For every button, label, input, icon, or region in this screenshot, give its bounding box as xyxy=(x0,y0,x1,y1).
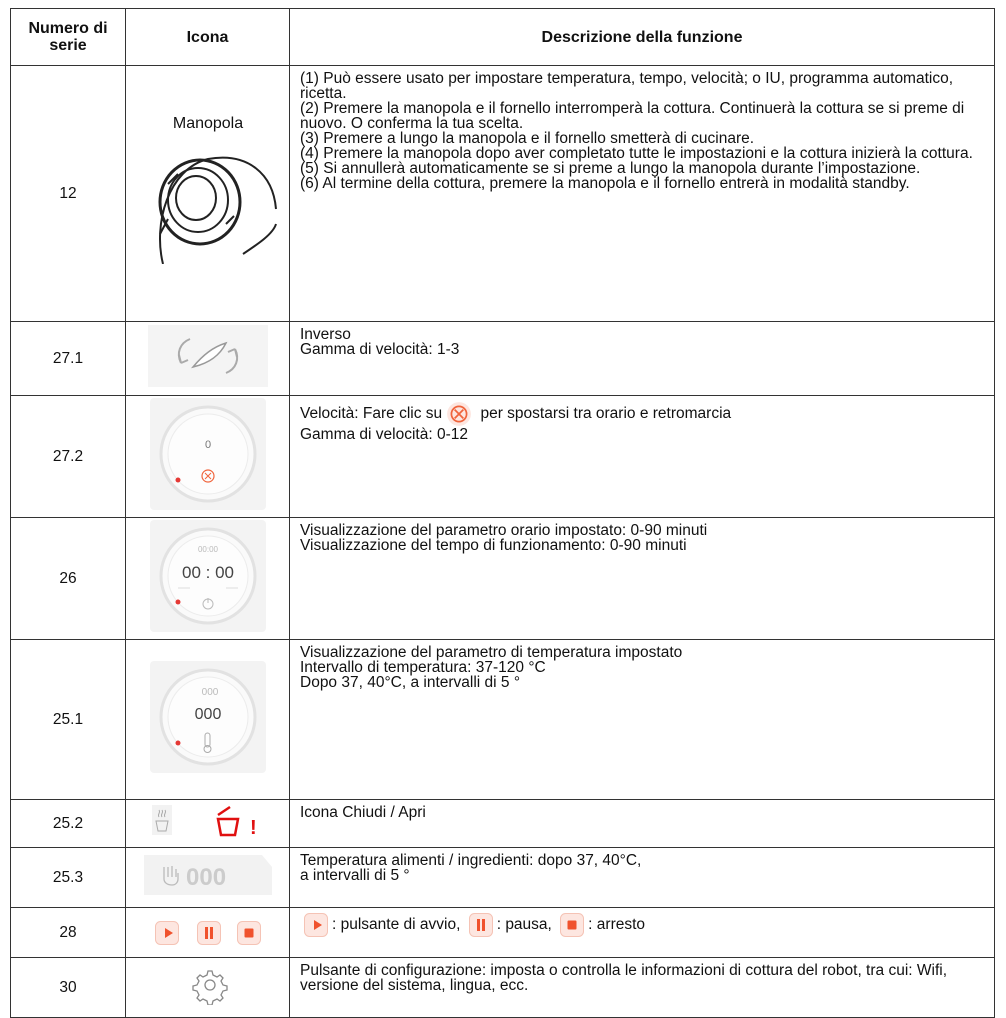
table-row: 27.1 Inverso Gamma di velocità: 1-3 xyxy=(10,321,995,396)
description-cell: Inverso Gamma di velocità: 1-3 xyxy=(289,321,995,396)
icon-text: 000 xyxy=(201,687,218,698)
description-line: Gamma di velocità: 1-3 xyxy=(300,341,460,358)
description-cell: : pulsante di avvio, : pausa, : arresto xyxy=(289,907,995,958)
table-body: 12 Manopola (1) Può essere usato per impo… xyxy=(10,65,995,1018)
description-line: Inverso xyxy=(300,326,351,343)
icon-text: 000 xyxy=(186,864,226,891)
description-cell: Pulsante di configurazione: imposta o co… xyxy=(289,957,995,1018)
icon: 000 xyxy=(143,855,272,895)
table-row: 25.3 000 Temperatura alimenti / ingredient… xyxy=(10,847,995,908)
pause-button xyxy=(468,913,493,937)
description-line: Gamma di velocità: 0-12 xyxy=(300,426,468,443)
serial-number: 28 xyxy=(10,907,126,958)
description-line: (3) Premere a lungo la manopola e il for… xyxy=(300,130,755,147)
description-line: Intervallo di temperatura: 37-120 °C xyxy=(300,659,546,676)
table-row: 26 00:00 00 : 00 Visualizzazione del parame… xyxy=(10,517,995,640)
description-line: a intervalli di 5 ° xyxy=(300,867,410,884)
serial-number: 27.1 xyxy=(10,321,126,396)
icon-text: 000 xyxy=(194,706,221,723)
play-button xyxy=(154,920,179,945)
table-row: 25.1 000 000 Visualizzazione del parametro … xyxy=(10,639,995,800)
description-line: Temperatura alimenti / ingredienti: dopo… xyxy=(300,852,642,869)
header-icon: Icona xyxy=(125,8,290,66)
table-row: 30 Pulsante di configurazione: imposta o … xyxy=(10,957,995,1018)
icon-cell: ! xyxy=(125,799,290,848)
icon: 00:00 00 : 00 xyxy=(149,520,266,632)
icon-text: 0 xyxy=(204,439,210,451)
serial-number: 26 xyxy=(10,517,126,640)
table-row: 12 Manopola (1) Può essere usato per impo… xyxy=(10,65,995,322)
serial-number: 12 xyxy=(10,65,126,322)
description-cell: (1) Può essere usato per impostare tempe… xyxy=(289,65,995,322)
serial-number: 25.2 xyxy=(10,799,126,848)
icon: ! xyxy=(151,805,257,839)
description-cell: Icona Chiudi / Apri xyxy=(289,799,995,848)
serial-number: 27.2 xyxy=(10,395,126,518)
serial-number: 25.3 xyxy=(10,847,126,908)
description-cell: Visualizzazione del parametro di tempera… xyxy=(289,639,995,800)
description-line: (4) Premere la manopola dopo aver comple… xyxy=(300,145,973,162)
button-group xyxy=(151,920,265,945)
description-line: (6) Al termine della cottura, premere la… xyxy=(300,175,910,192)
table-row: 27.2 0 Velocità: Fare clic su per spostars… xyxy=(10,395,995,518)
description-line: (2) Premere la manopola e il fornello in… xyxy=(300,100,965,132)
icon-text: Manopola xyxy=(172,115,242,132)
description-cell: Temperatura alimenti / ingredienti: dopo… xyxy=(289,847,995,908)
description-line: Dopo 37, 40°C, a intervalli di 5 ° xyxy=(300,674,521,691)
description-part: : pausa, xyxy=(496,916,552,934)
table-row: 25.2 ! Icona Chiudi / Apri xyxy=(10,799,995,848)
description-line: Visualizzazione del parametro orario imp… xyxy=(300,522,708,539)
serial-number: 30 xyxy=(10,957,126,1018)
header-row: Numero di serie Icona Descrizione della … xyxy=(10,8,995,66)
description-part: per spostarsi tra orario e retromarcia xyxy=(480,405,732,423)
description-line: : pulsante di avvio, : pausa, : arresto xyxy=(300,913,986,937)
stop-button xyxy=(560,913,585,937)
serial-number: 25.1 xyxy=(10,639,126,800)
icon xyxy=(147,325,268,387)
icon: 0 xyxy=(149,398,266,510)
icon-text: 00:00 xyxy=(197,545,218,554)
description-part: : arresto xyxy=(588,916,646,934)
description-line: Visualizzazione del tempo di funzionamen… xyxy=(300,537,687,554)
icon-cell xyxy=(125,321,290,396)
icon-cell xyxy=(125,907,290,958)
description-line: Visualizzazione del parametro di tempera… xyxy=(300,644,683,661)
icon xyxy=(191,970,228,1006)
description-cell: Velocità: Fare clic su per spostarsi tra… xyxy=(289,395,995,518)
description-part: : pulsante di avvio, xyxy=(332,916,461,934)
description-cell: Visualizzazione del parametro orario imp… xyxy=(289,517,995,640)
description-line: (5) Si annullerà automaticamente se si p… xyxy=(300,160,921,177)
play-button xyxy=(304,913,328,937)
rotation-button xyxy=(447,402,472,426)
header-description: Descrizione della funzione xyxy=(289,8,995,66)
stop-button xyxy=(236,920,261,945)
table-row: 28 : pulsante di avvio, : pausa, : arrest… xyxy=(10,907,995,958)
icon-cell: Manopola xyxy=(125,65,290,322)
icon-cell: 0 xyxy=(125,395,290,518)
description-part: Velocità: Fare clic su xyxy=(300,405,443,423)
pause-button xyxy=(196,920,221,945)
icon: Manopola xyxy=(158,115,277,265)
description-line: (1) Può essere usato per impostare tempe… xyxy=(300,70,954,102)
icon-cell: 000 xyxy=(125,847,290,908)
header-serial: Numero di serie xyxy=(10,8,126,66)
icon: 000 000 xyxy=(149,661,266,773)
description-line: Velocità: Fare clic su per spostarsi tra… xyxy=(300,401,986,427)
icon-text: 00 : 00 xyxy=(182,563,234,582)
icon-cell: 00:00 00 : 00 xyxy=(125,517,290,640)
icon-cell: 000 000 xyxy=(125,639,290,800)
icon-cell xyxy=(125,957,290,1018)
page: {"header": {"serial": "Numero di serie",… xyxy=(10,8,995,1018)
description-line: Icona Chiudi / Apri xyxy=(300,804,426,821)
function-table: Numero di serie Icona Descrizione della … xyxy=(10,8,995,1018)
icon-text: ! xyxy=(250,817,257,839)
